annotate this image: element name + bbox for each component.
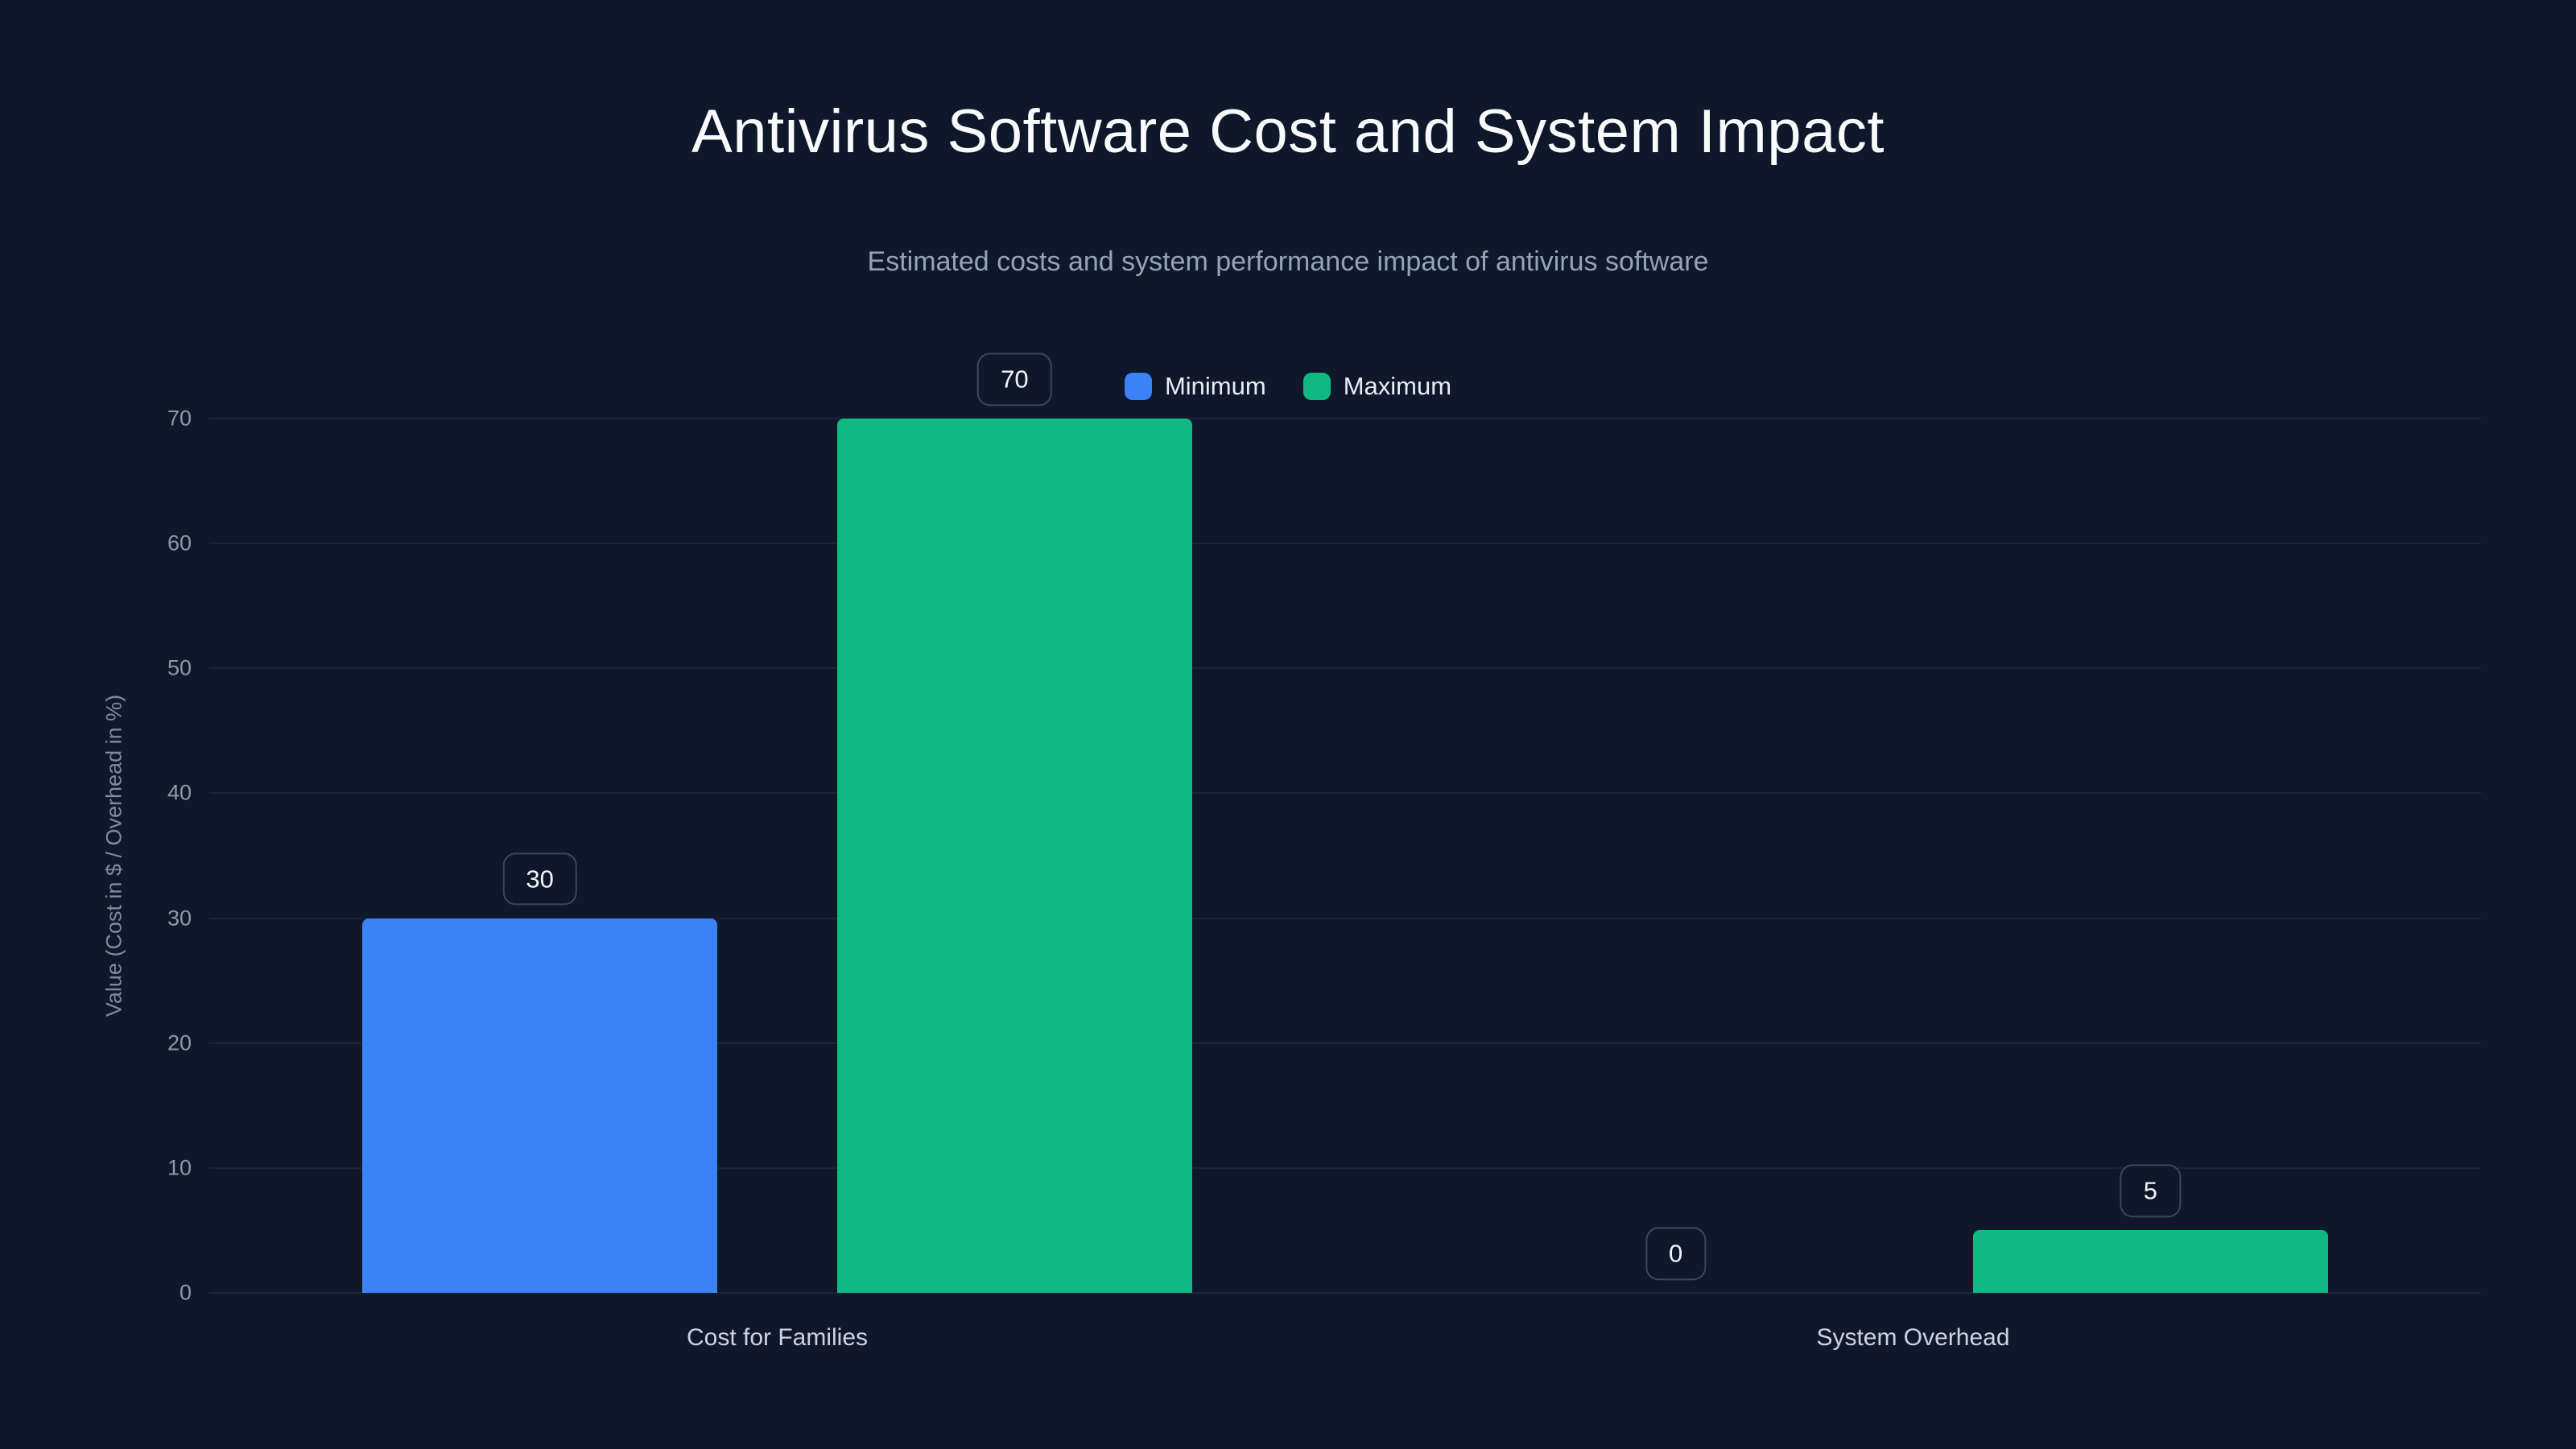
bar-value-label: 70 [977, 353, 1052, 406]
x-axis-category-label: Cost for Families [686, 1324, 869, 1351]
gridline [209, 792, 2481, 795]
y-axis-tick-label: 40 [167, 780, 192, 805]
y-axis-tick-label: 50 [167, 655, 192, 680]
legend: Minimum Maximum [0, 372, 2576, 401]
gridline [209, 1042, 2481, 1044]
y-axis-tick-label: 20 [167, 1030, 192, 1055]
legend-item-maximum[interactable]: Maximum [1302, 372, 1452, 401]
gridline [209, 917, 2481, 919]
legend-item-minimum[interactable]: Minimum [1124, 372, 1266, 401]
bar-maximum-system-overhead[interactable] [1973, 1230, 2328, 1293]
y-axis-ticks: 0 10 20 30 40 50 60 70 [0, 407, 192, 1305]
plot-area: 30 70 0 5 [209, 353, 2481, 1294]
bar-value-label: 30 [502, 852, 577, 906]
legend-label: Maximum [1343, 372, 1452, 400]
gridline [209, 543, 2481, 545]
y-axis-tick-label: 60 [167, 530, 192, 555]
gridline [209, 1292, 2481, 1294]
legend-label: Minimum [1164, 372, 1266, 400]
chart-title: Antivirus Software Cost and System Impac… [691, 97, 1885, 166]
x-axis-labels: Cost for Families System Overhead [209, 1324, 2481, 1373]
chart-subtitle: Estimated costs and system performance i… [867, 246, 1709, 277]
legend-swatch-icon [1302, 373, 1331, 400]
bar-minimum-cost-for-families[interactable] [362, 918, 717, 1293]
bar-value-label: 0 [1645, 1227, 1707, 1280]
y-axis-tick-label: 10 [167, 1155, 192, 1180]
x-axis-category-label: System Overhead [1816, 1324, 2010, 1351]
bar-value-label: 5 [2120, 1164, 2182, 1218]
y-axis-tick-label: 30 [167, 906, 192, 931]
gridline [209, 1166, 2481, 1169]
y-axis-tick-label: 70 [167, 406, 192, 431]
legend-swatch-icon [1124, 373, 1152, 400]
gridline [209, 667, 2481, 670]
bar-maximum-cost-for-families[interactable] [837, 419, 1192, 1293]
gridline [209, 418, 2481, 419]
y-axis-tick-label: 0 [179, 1280, 192, 1305]
